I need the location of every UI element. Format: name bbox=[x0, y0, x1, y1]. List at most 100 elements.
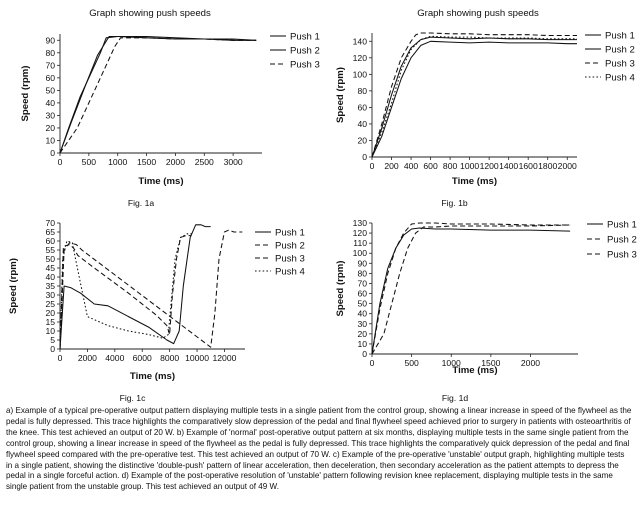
y-tick-label: 20 bbox=[357, 135, 367, 145]
legend-label-1: Push 1 bbox=[605, 30, 635, 41]
y-tick-label: 20 bbox=[45, 308, 55, 318]
y-axis-label: Speed (rpm) bbox=[335, 67, 346, 123]
x-tick-label: 3000 bbox=[224, 157, 243, 167]
y-tick-label: 15 bbox=[45, 317, 55, 327]
y-tick-label: 40 bbox=[45, 272, 55, 282]
y-tick-label: 25 bbox=[45, 299, 55, 309]
figure-label: Fig. 1b bbox=[441, 198, 467, 208]
y-tick-label: 20 bbox=[357, 329, 367, 339]
legend-label-1: Push 1 bbox=[275, 227, 305, 238]
legend-label-4: Push 4 bbox=[275, 266, 306, 277]
y-tick-label: 0 bbox=[362, 152, 367, 162]
y-tick-label: 50 bbox=[45, 254, 55, 264]
series-line-4 bbox=[371, 35, 577, 158]
figure-label: Fig. 1a bbox=[128, 198, 154, 208]
y-tick-label: 45 bbox=[45, 263, 55, 273]
y-tick-label: 60 bbox=[357, 102, 367, 112]
y-tick-label: 80 bbox=[357, 86, 367, 96]
chart-panel-a: Graph showing push speeds 0 10 20 30 40 50 60 70… bbox=[20, 8, 320, 208]
x-tick-label: 1400 bbox=[499, 161, 518, 171]
legend-label-4: Push 4 bbox=[605, 72, 636, 83]
y-tick-label: 10 bbox=[45, 135, 55, 145]
x-axis-label: Time (ms) bbox=[452, 365, 497, 376]
y-tick-label: 35 bbox=[45, 281, 55, 291]
x-tick-label: 10000 bbox=[185, 353, 209, 363]
x-tick-label: 1000 bbox=[108, 157, 127, 167]
series-line-1 bbox=[371, 227, 571, 355]
x-tick-label: 0 bbox=[58, 157, 63, 167]
y-tick-label: 90 bbox=[357, 258, 367, 268]
x-tick-label: 1500 bbox=[481, 358, 500, 368]
x-tick-label: 2000 bbox=[558, 161, 577, 171]
x-tick-label: 2000 bbox=[78, 353, 97, 363]
x-tick-label: 500 bbox=[404, 358, 419, 368]
legend-label-3: Push 3 bbox=[290, 59, 320, 70]
x-axis-label: Time (ms) bbox=[452, 176, 497, 187]
legend-label-1: Push 1 bbox=[290, 31, 320, 42]
y-tick-label: 10 bbox=[45, 326, 55, 336]
y-tick-label: 40 bbox=[357, 119, 367, 129]
y-tick-label: 140 bbox=[353, 36, 368, 46]
y-tick-label: 50 bbox=[45, 85, 55, 95]
y-tick-label: 55 bbox=[45, 245, 55, 255]
y-tick-label: 70 bbox=[45, 60, 55, 70]
y-tick-label: 110 bbox=[353, 238, 367, 248]
legend-label-3: Push 3 bbox=[275, 253, 305, 264]
figure-label: Fig. 1c bbox=[120, 393, 146, 403]
series-line-1 bbox=[59, 35, 257, 154]
y-tick-label: 10 bbox=[357, 339, 367, 349]
x-tick-label: 1200 bbox=[480, 161, 499, 171]
y-axis-label: Speed (rpm) bbox=[8, 258, 19, 314]
y-tick-label: 60 bbox=[357, 289, 367, 299]
series-line-1 bbox=[59, 224, 211, 350]
series-line-1 bbox=[371, 40, 577, 158]
legend-label-2: Push 2 bbox=[607, 234, 637, 245]
x-tick-label: 6000 bbox=[133, 353, 152, 363]
series-line-3 bbox=[371, 32, 577, 158]
y-tick-label: 0 bbox=[50, 148, 55, 158]
x-tick-label: 8000 bbox=[160, 353, 179, 363]
x-tick-label: 1500 bbox=[137, 157, 156, 167]
x-tick-label: 4000 bbox=[105, 353, 124, 363]
x-axis-label: Time (ms) bbox=[130, 371, 175, 382]
series-line-4 bbox=[59, 233, 192, 350]
x-tick-label: 1000 bbox=[460, 161, 479, 171]
y-tick-label: 120 bbox=[353, 228, 368, 238]
y-tick-label: 30 bbox=[45, 290, 55, 300]
y-axis-label: Speed (rpm) bbox=[335, 261, 346, 317]
legend-label-3: Push 3 bbox=[605, 58, 635, 69]
series-line-3 bbox=[371, 222, 571, 355]
y-tick-label: 5 bbox=[50, 335, 55, 345]
y-tick-label: 0 bbox=[50, 344, 55, 354]
chart-panel-b: Graph showing push speeds 0 20 40 60 80 100 120… bbox=[335, 8, 636, 208]
y-tick-label: 40 bbox=[357, 309, 367, 319]
y-tick-label: 100 bbox=[353, 69, 368, 79]
x-tick-label: 200 bbox=[384, 161, 399, 171]
x-tick-label: 0 bbox=[58, 353, 63, 363]
series-line-2 bbox=[371, 224, 571, 355]
y-tick-label: 65 bbox=[45, 227, 55, 237]
series-line-2 bbox=[59, 35, 257, 154]
y-tick-label: 30 bbox=[45, 110, 55, 120]
y-tick-label: 80 bbox=[357, 268, 367, 278]
series-line-2 bbox=[59, 229, 243, 350]
figure-caption: a) Example of a typical pre-operative ou… bbox=[6, 406, 632, 492]
y-tick-label: 20 bbox=[45, 123, 55, 133]
x-tick-label: 600 bbox=[423, 161, 438, 171]
series-line-3 bbox=[59, 37, 257, 154]
legend-label-3: Push 3 bbox=[607, 249, 637, 260]
x-tick-label: 0 bbox=[370, 358, 375, 368]
x-tick-label: 2000 bbox=[521, 358, 540, 368]
x-tick-label: 2500 bbox=[195, 157, 214, 167]
series-line-2 bbox=[371, 36, 577, 158]
y-tick-label: 0 bbox=[362, 349, 367, 359]
figure-label: Fig. 1d bbox=[442, 393, 468, 403]
x-tick-label: 0 bbox=[370, 161, 375, 171]
x-tick-label: 1000 bbox=[442, 358, 461, 368]
y-tick-label: 50 bbox=[357, 299, 367, 309]
legend-label-2: Push 2 bbox=[605, 44, 635, 55]
x-tick-label: 400 bbox=[404, 161, 419, 171]
y-tick-label: 70 bbox=[357, 278, 367, 288]
x-tick-label: 800 bbox=[443, 161, 458, 171]
